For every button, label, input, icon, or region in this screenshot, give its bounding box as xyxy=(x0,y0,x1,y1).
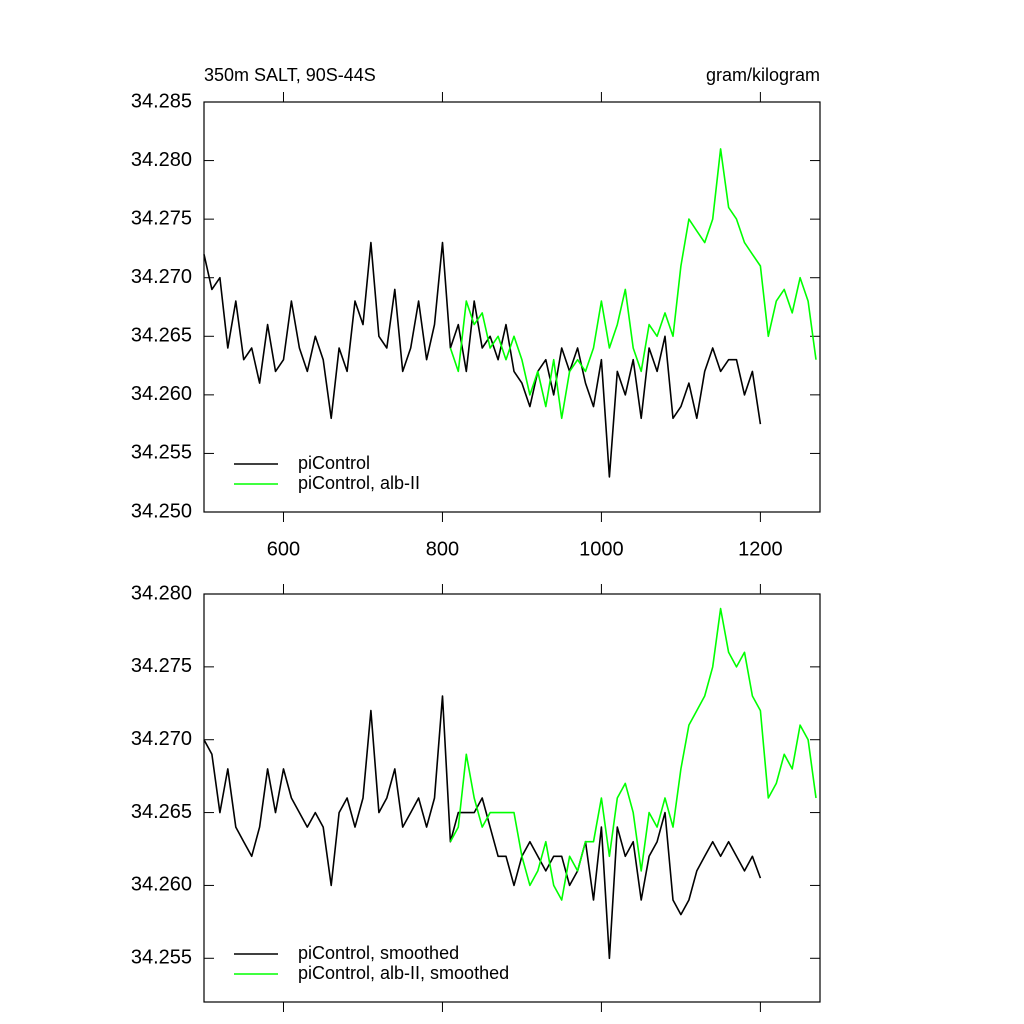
plot-frame xyxy=(203,593,821,1003)
y-tick-label: 34.255 xyxy=(131,947,192,969)
y-tick-label: 34.285 xyxy=(131,90,192,112)
y-tick-label: 34.255 xyxy=(131,442,192,464)
y-tick-label: 34.275 xyxy=(131,207,192,229)
data-line xyxy=(449,607,817,901)
y-tick-label: 34.260 xyxy=(131,874,192,896)
legend-label: piControl, alb-II xyxy=(298,473,420,493)
data-line xyxy=(203,241,762,478)
x-tick-label: 600 xyxy=(267,538,300,560)
y-tick-label: 34.265 xyxy=(131,801,192,823)
y-tick-label: 34.250 xyxy=(131,500,192,522)
x-tick-label: 1200 xyxy=(738,538,783,560)
y-tick-label: 34.275 xyxy=(131,655,192,677)
y-tick-label: 34.260 xyxy=(131,383,192,405)
y-tick-label: 34.280 xyxy=(131,149,192,171)
y-tick-label: 34.270 xyxy=(131,728,192,750)
legend-label: piControl, alb-II, smoothed xyxy=(298,963,509,983)
x-tick-label: 800 xyxy=(426,538,459,560)
chart-title: 350m SALT, 90S-44S xyxy=(204,65,376,85)
data-line xyxy=(449,148,817,420)
x-tick-label: 1000 xyxy=(579,538,624,560)
legend-label: piControl, smoothed xyxy=(298,943,459,963)
y-tick-label: 34.270 xyxy=(131,266,192,288)
data-line xyxy=(203,695,762,960)
y-tick-label: 34.280 xyxy=(131,582,192,604)
y-tick-label: 34.265 xyxy=(131,325,192,347)
plot-frame xyxy=(203,101,821,513)
legend-label: piControl xyxy=(298,453,370,473)
units: gram/kilogram xyxy=(706,65,820,85)
